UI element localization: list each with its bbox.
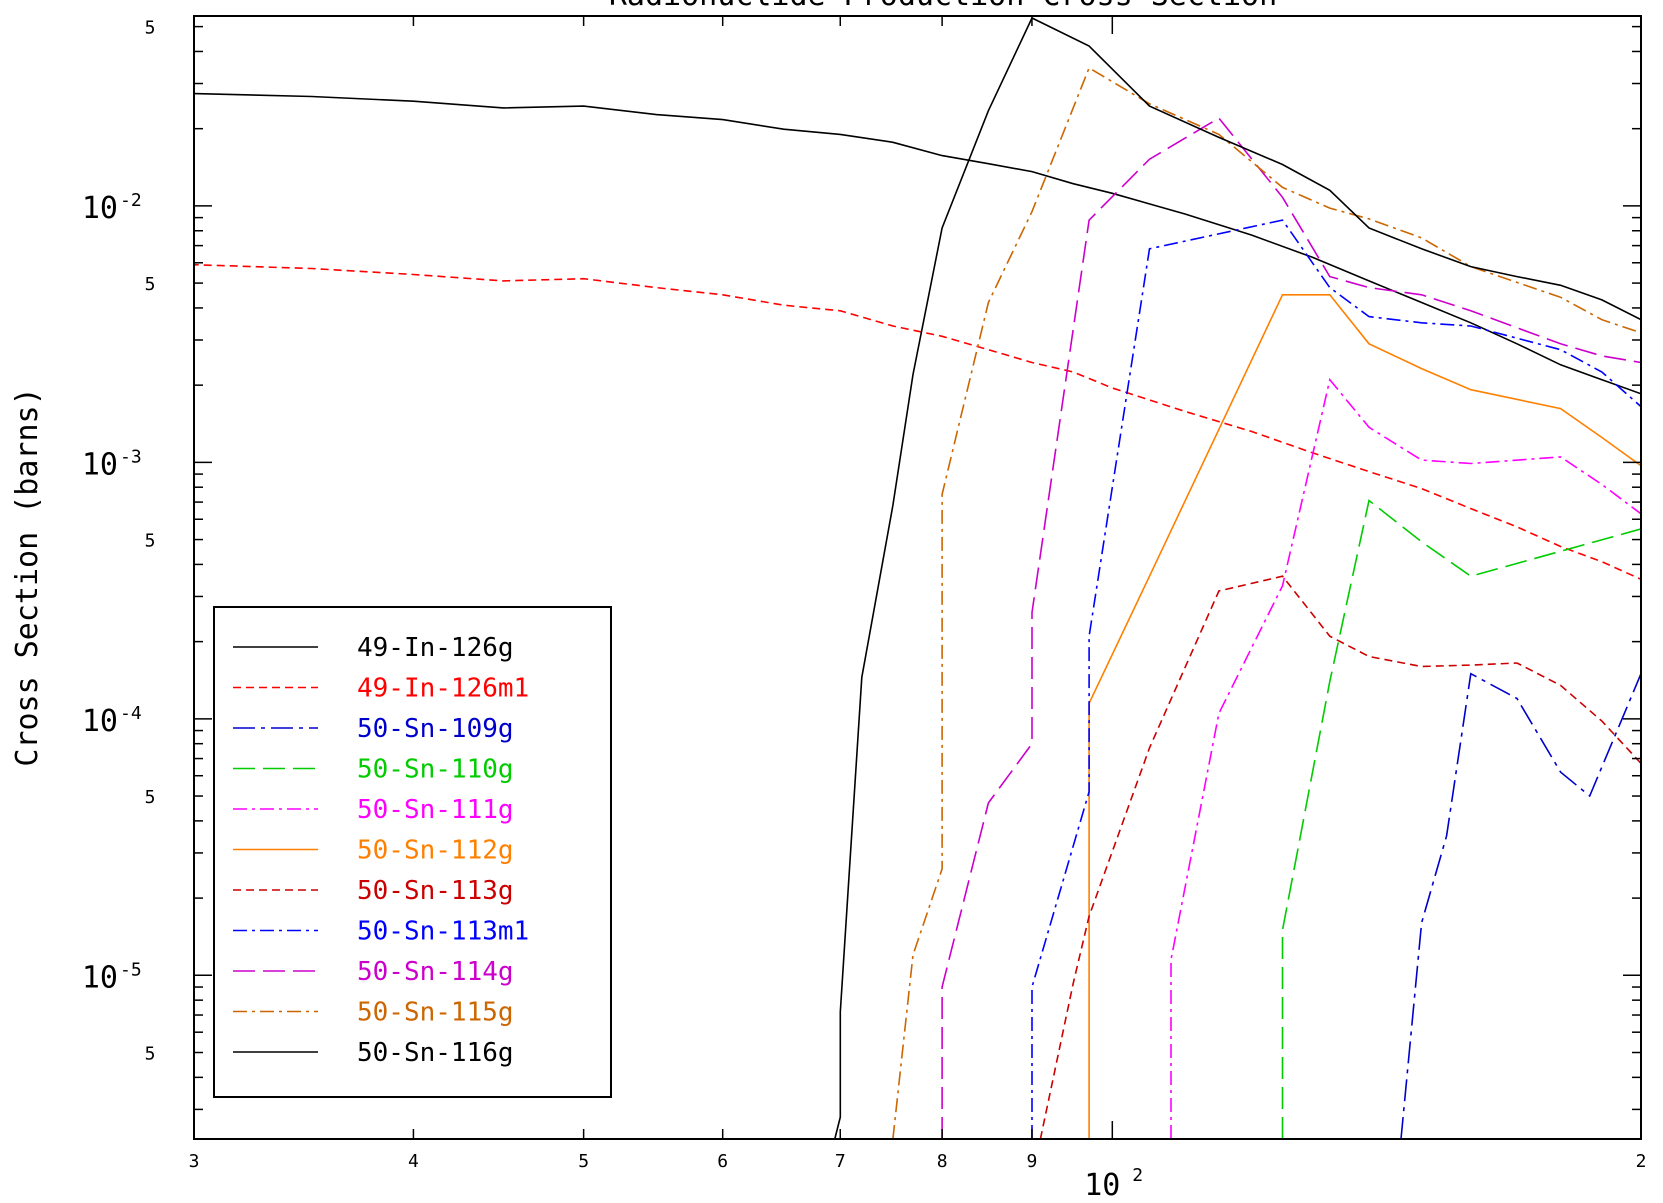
y-tick-label-exponent: -4: [120, 703, 142, 724]
y-tick-label: 5: [145, 531, 156, 552]
y-tick-label-exponent: -3: [120, 446, 142, 467]
series-line-49-in-126g: [194, 92, 1641, 395]
x-tick-label: 3: [189, 1151, 200, 1172]
y-tick-label: 5: [145, 787, 156, 808]
x-tick-label: 9: [1027, 1151, 1038, 1172]
series-line-50-sn-114g: [941, 117, 1641, 1139]
x-tick-label: 8: [937, 1151, 948, 1172]
series-line-50-sn-110g: [1281, 499, 1641, 1139]
plot-frame: [193, 15, 1642, 1140]
legend-label: 50-Sn-110g: [357, 755, 514, 785]
legend-label: 50-Sn-114g: [357, 957, 514, 987]
y-tick-label-major: 10: [82, 191, 118, 226]
legend-label: 50-Sn-116g: [357, 1038, 514, 1068]
legend-frame: [213, 606, 612, 1098]
y-tick-label-major: 10: [82, 704, 118, 739]
y-tick-label: 5: [145, 1044, 156, 1065]
series-line-50-sn-115g: [892, 66, 1641, 1139]
chart-title: Radionuclide Production Cross Section: [609, 0, 1277, 13]
series-layer: [194, 16, 1641, 1139]
x-tick-label: 6: [717, 1151, 728, 1172]
legend-label: 50-Sn-113m1: [357, 917, 529, 947]
x-tick-label-major: 10: [1084, 1168, 1120, 1203]
series-line-50-sn-113g: [1039, 575, 1641, 1139]
x-tick-label-exponent: 2: [1132, 1165, 1143, 1186]
series-line-50-sn-109g: [1400, 672, 1641, 1139]
y-tick-label-major: 10: [82, 960, 118, 995]
x-tick-label: 5: [578, 1151, 589, 1172]
y-tick-label: 5: [145, 18, 156, 39]
legend-label: 49-In-126m1: [357, 674, 529, 704]
series-line-49-in-126m1: [194, 263, 1641, 1139]
legend-label: 50-Sn-115g: [357, 998, 514, 1028]
series-line-50-sn-113m1: [1031, 219, 1641, 1139]
legend-label: 50-Sn-112g: [357, 836, 514, 866]
y-tick-label-exponent: -5: [120, 959, 142, 980]
series-line-50-sn-116g: [834, 16, 1641, 1139]
y-tick-label-exponent: -2: [120, 190, 142, 211]
x-tick-label: 7: [835, 1151, 846, 1172]
legend-label: 50-Sn-111g: [357, 795, 514, 825]
legend-label: 50-Sn-113g: [357, 876, 514, 906]
series-line-50-sn-112g: [1088, 294, 1641, 1139]
legend: 49-In-126g 49-In-126m1 50-Sn-109g 50-Sn-110…: [213, 606, 612, 1098]
y-tick-label: 5: [145, 274, 156, 295]
y-tick-label-major: 10: [82, 447, 118, 482]
legend-label: 49-In-126g: [357, 633, 514, 663]
x-tick-label: 2: [1636, 1151, 1647, 1172]
legend-label: 50-Sn-109g: [357, 714, 514, 744]
y-axis-label: Cross Section (barns): [10, 387, 45, 766]
x-tick-label: 4: [408, 1151, 419, 1172]
series-line-50-sn-111g: [1170, 377, 1641, 1139]
